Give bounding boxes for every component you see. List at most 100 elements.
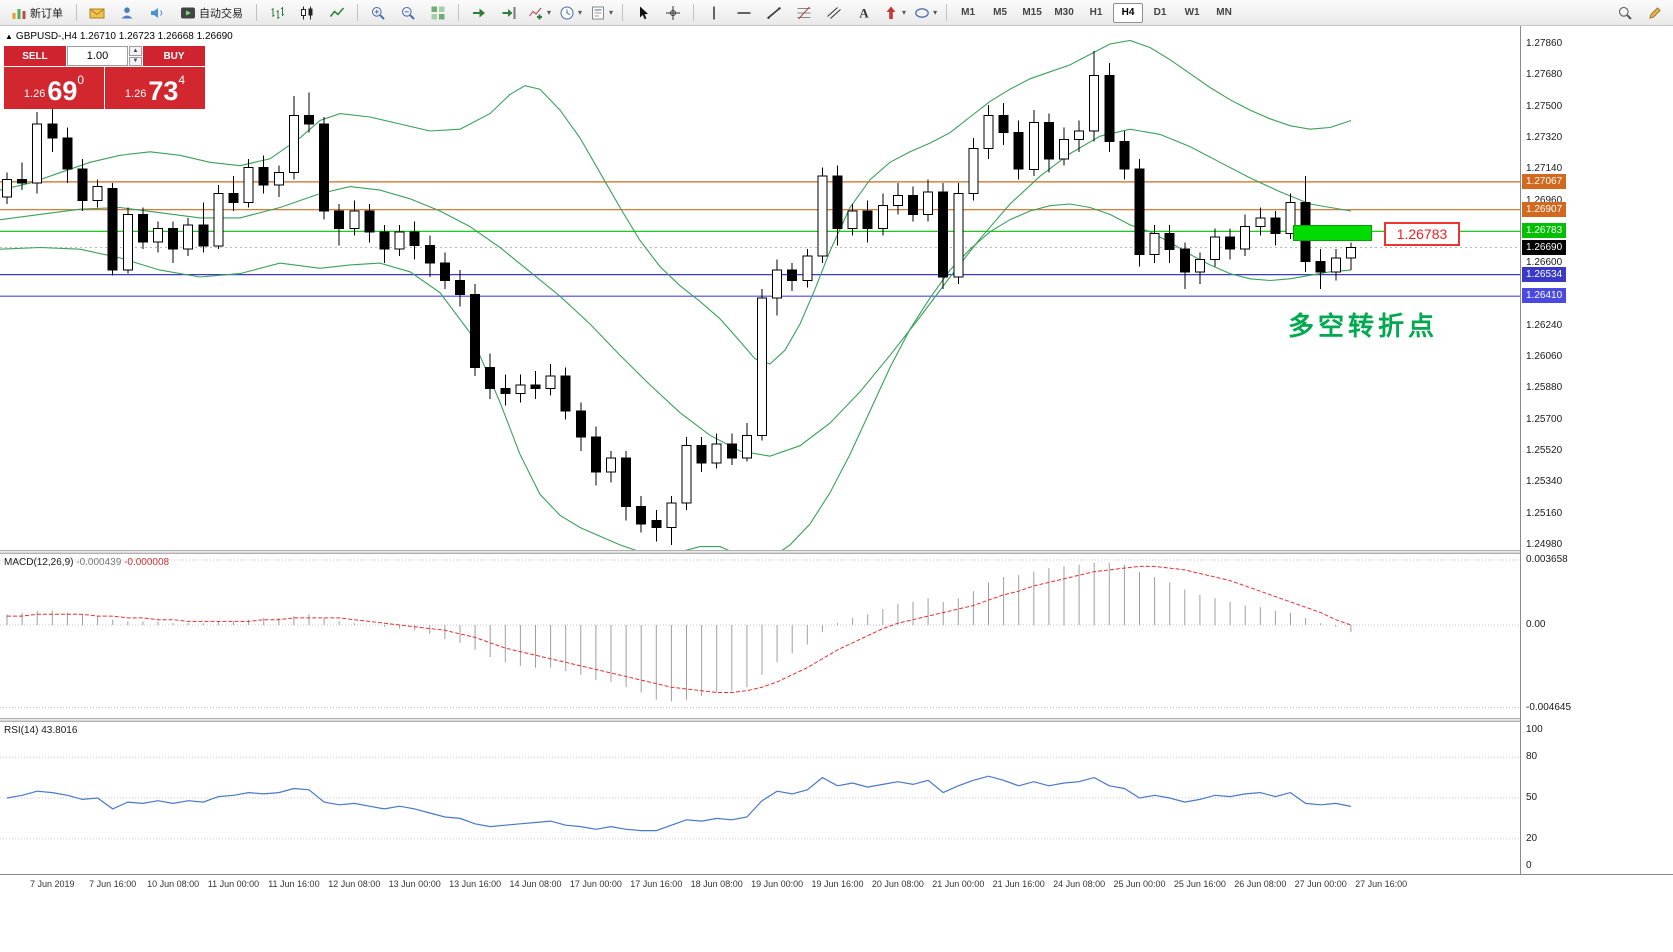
timeframe-w1-button[interactable]: W1 (1184, 7, 1200, 18)
timeframe-h1-button[interactable]: H1 (1089, 7, 1103, 18)
time-tick-label: 11 Jun 16:00 (268, 879, 320, 889)
search-button[interactable] (1611, 2, 1639, 24)
rsi-chart-svg[interactable] (0, 722, 1520, 874)
zoom-out-button[interactable] (394, 2, 422, 24)
arrows-icon (883, 5, 899, 21)
edit-button[interactable] (1641, 2, 1669, 24)
one-click-trade-panel: SELL 1.00 ▲ ▼ BUY 1.26 69 0 1.26 73 4 (4, 46, 205, 109)
cursor-button[interactable] (629, 2, 657, 24)
bar-chart-button[interactable] (263, 2, 291, 24)
macd-histogram (6, 562, 1352, 702)
text-icon: A (856, 5, 872, 21)
price-level-box: 1.27067 (1522, 173, 1567, 189)
shapes-button[interactable]: ▾ (911, 2, 940, 24)
timeframe-h4-button[interactable]: H4 (1113, 2, 1144, 23)
time-tick-label: 13 Jun 16:00 (449, 879, 502, 889)
main-chart-panel[interactable]: ▲ GBPUSD-,H4 1.26710 1.26723 1.26668 1.26… (0, 26, 1520, 550)
vertical-line-icon (706, 5, 722, 21)
time-tick-label: 20 Jun 08:00 (871, 879, 924, 889)
mailbox-button[interactable] (83, 2, 111, 24)
time-tick-label: 17 Jun 16:00 (630, 879, 683, 889)
price-axis[interactable]: 1.27860 1.27680 1.27500 1.27320 1.27140 1.269… (1520, 26, 1673, 874)
channel-icon (826, 5, 842, 21)
volume-decrease-button[interactable]: ▼ (129, 56, 142, 66)
macd-chart-svg[interactable] (0, 554, 1520, 718)
autotrade-button[interactable]: 自动交易 (173, 2, 250, 24)
chevron-down-icon: ▾ (933, 8, 938, 17)
timeframe-mn-button[interactable]: MN (1216, 7, 1232, 18)
tile-windows-button[interactable] (424, 2, 452, 24)
price-annotation[interactable]: 1.26783 (1384, 222, 1460, 246)
trendline-button[interactable] (760, 2, 788, 24)
profile-button[interactable] (113, 2, 141, 24)
horizontal-line-button[interactable] (730, 2, 758, 24)
rsi-axis-label: 50 (1526, 792, 1538, 803)
timeframe-m1-button[interactable]: M1 (961, 7, 976, 18)
line-chart-button[interactable] (323, 2, 351, 24)
buy-price-sup: 4 (178, 73, 186, 87)
toolbar-separator (693, 4, 695, 21)
toolbar-separator (256, 4, 257, 21)
fibonacci-button[interactable] (790, 2, 818, 24)
volume-input[interactable]: 1.00 (67, 46, 128, 66)
edit-icon (1647, 5, 1663, 21)
macd-axis-label: 0.00 (1526, 619, 1546, 630)
macd-axis-label: -0.004645 (1526, 701, 1572, 713)
price-level-box: 1.26783 (1522, 223, 1567, 239)
price-level-box: 1.26410 (1522, 288, 1567, 304)
time-tick-label: 7 Jun 16:00 (89, 879, 137, 889)
highlight-rectangle[interactable] (1293, 225, 1372, 241)
rsi-panel[interactable]: RSI(14) 43.8016 (0, 722, 1520, 874)
panel-splitter-1[interactable] (0, 550, 1673, 554)
candlestick-button[interactable] (293, 2, 321, 24)
price-tick-label: 1.26060 (1526, 351, 1563, 362)
timeframe-m5-button[interactable]: M5 (993, 7, 1008, 18)
bollinger-lower-line[interactable] (0, 203, 1352, 550)
time-tick-label: 13 Jun 00:00 (388, 879, 441, 889)
channel-button[interactable] (820, 2, 848, 24)
price-tick-label: 1.25520 (1526, 445, 1563, 456)
time-tick-label: 19 Jun 00:00 (751, 879, 804, 889)
price-tick-label: 1.24980 (1526, 538, 1563, 550)
timeframe-m30-button[interactable]: M30 (1054, 7, 1074, 18)
indicators-button[interactable]: ▾ (525, 2, 554, 24)
auto-scroll-button[interactable] (465, 2, 493, 24)
arrows-button[interactable]: ▾ (880, 2, 909, 24)
chart-shift-button[interactable] (495, 2, 523, 24)
news-icon (149, 5, 165, 21)
new-order-button[interactable]: 新订单 (4, 2, 70, 24)
buy-button[interactable]: BUY (143, 46, 205, 66)
time-tick-label: 11 Jun 00:00 (207, 879, 260, 889)
indicators-icon (528, 5, 544, 21)
periods-button[interactable]: ▾ (556, 2, 585, 24)
crosshair-button[interactable] (659, 2, 687, 24)
timeframe-d1-button[interactable]: D1 (1153, 7, 1167, 18)
price-chart-svg[interactable] (0, 26, 1520, 550)
templates-button[interactable]: ▾ (587, 2, 616, 24)
vertical-line-button[interactable] (700, 2, 728, 24)
sell-button[interactable]: SELL (4, 46, 66, 66)
toolbar-button-label: 自动交易 (199, 7, 243, 20)
bollinger-upper-line[interactable] (0, 39, 1352, 365)
time-tick-label: 27 Jun 16:00 (1355, 879, 1408, 889)
zoom-in-button[interactable] (364, 2, 392, 24)
search-icon (1617, 5, 1633, 21)
candles-layer[interactable] (2, 51, 1356, 545)
text-button[interactable]: A (850, 2, 878, 24)
macd-panel[interactable]: MACD(12,26,9) -0.000439 -0.000008 (0, 554, 1520, 718)
turning-point-annotation[interactable]: 多空转折点 (1288, 311, 1439, 341)
time-tick-label: 19 Jun 16:00 (811, 879, 864, 889)
main-toolbar: 新订单 自动交易 ▾ ▾ ▾ A ▾ ▾ M1 M5 M15 M30 H1 H4 D1 W1 MN (0, 0, 1673, 26)
sell-price-button[interactable]: 1.26 69 0 (4, 67, 104, 109)
timeframe-m15-button[interactable]: M15 (1022, 7, 1042, 18)
profile-icon (119, 5, 135, 21)
volume-increase-button[interactable]: ▲ (129, 46, 142, 56)
time-axis[interactable]: 7 Jun 2019 7 Jun 16:00 10 Jun 08:00 11 Jun … (0, 874, 1673, 894)
time-tick-label: 7 Jun 2019 (30, 879, 75, 889)
buy-price-button[interactable]: 1.26 73 4 (105, 67, 205, 109)
news-button[interactable] (143, 2, 171, 24)
panel-splitter-2[interactable] (0, 718, 1673, 722)
price-level-box: 1.26690 (1522, 239, 1567, 255)
bollinger-middle-line[interactable] (0, 128, 1352, 457)
toolbar-separator (622, 4, 624, 21)
